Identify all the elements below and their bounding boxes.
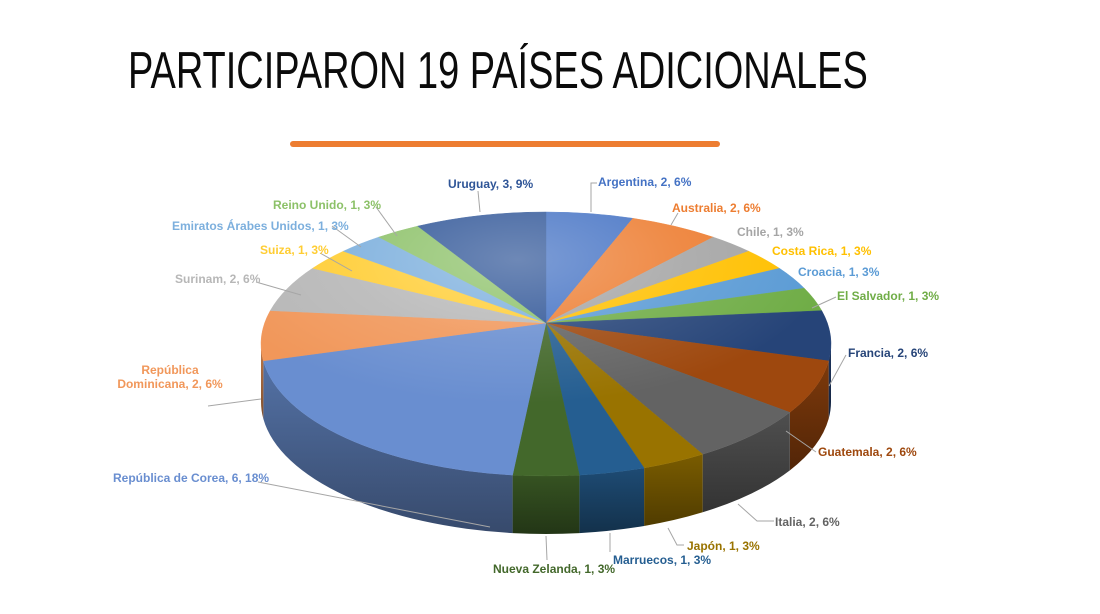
- leader-line-guatemala: [785, 430, 817, 453]
- data-label-uruguay: Uruguay, 3, 9%: [448, 177, 534, 191]
- data-label-francia: Francia, 2, 6%: [848, 346, 929, 360]
- data-label-reino-unido: Reino Unido, 1, 3%: [273, 198, 382, 212]
- data-label-guatemala: Guatemala, 2, 6%: [818, 445, 917, 459]
- data-label-costa-rica: Costa Rica, 1, 3%: [772, 244, 872, 258]
- pie-slice-side-republica-de-corea: [263, 360, 513, 534]
- leader-line-el-salvador: [811, 296, 837, 309]
- data-label-nueva-zelanda: Nueva Zelanda, 1, 3%: [493, 562, 616, 576]
- leader-line-argentina: [590, 182, 597, 212]
- leader-line-republica-de-corea: [257, 481, 491, 528]
- data-label-surinam: Surinam, 2, 6%: [175, 272, 261, 286]
- data-label-chile: Chile, 1, 3%: [737, 225, 804, 239]
- pie-top-faces: [260, 211, 832, 477]
- data-label-australia: Australia, 2, 6%: [672, 201, 761, 215]
- data-label-japon: Japón, 1, 3%: [687, 539, 760, 553]
- leader-line-nueva-zelanda: [545, 535, 548, 561]
- pie-slice-side-marruecos: [579, 467, 645, 534]
- leader-line-reino-unido: [375, 206, 398, 237]
- leader-line-japon: [667, 527, 684, 546]
- leader-line-suiza: [319, 252, 353, 272]
- leader-line-australia: [670, 212, 679, 226]
- leader-line-italia: [737, 503, 774, 522]
- slide-title: PARTICIPARON 19 PAÍSES ADICIONALES: [128, 42, 868, 100]
- leader-line-uruguay: [477, 190, 481, 213]
- title-underline-bar: [290, 141, 720, 147]
- data-label-republica-dominicana: República Dominicana, 2, 6%: [117, 363, 223, 391]
- data-label-suiza: Suiza, 1, 3%: [260, 243, 329, 257]
- pie-slice-side-nueva-zelanda: [512, 475, 580, 535]
- data-label-republica-de-corea: República de Corea, 6, 18%: [113, 471, 270, 485]
- data-label-italia: Italia, 2, 6%: [775, 515, 840, 529]
- data-label-argentina: Argentina, 2, 6%: [598, 175, 692, 189]
- chart-leader-lines: [207, 182, 847, 561]
- data-label-croacia: Croacia, 1, 3%: [798, 265, 880, 279]
- leader-line-republica-dominicana: [207, 398, 262, 407]
- leader-line-surinam: [255, 281, 302, 296]
- data-label-marruecos: Marruecos, 1, 3%: [613, 553, 712, 567]
- leader-line-emiratos-arabes-unidos: [331, 225, 362, 248]
- data-label-emiratos-arabes-unidos: Emiratos Árabes Unidos, 1, 3%: [172, 219, 349, 233]
- data-label-el-salvador: El Salvador, 1, 3%: [837, 289, 940, 303]
- leader-line-francia: [828, 354, 847, 387]
